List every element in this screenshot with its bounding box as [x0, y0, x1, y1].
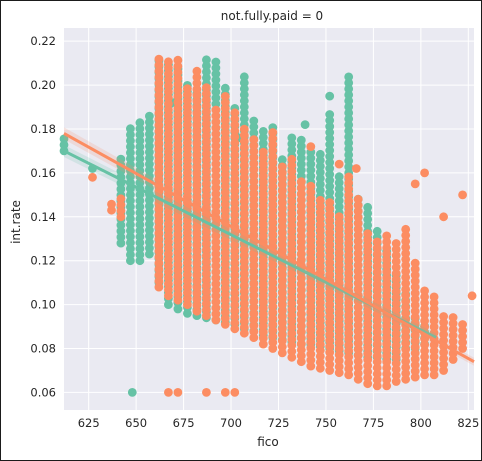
data-point — [239, 72, 249, 82]
y-axis-label: int.rate — [9, 200, 23, 244]
data-point — [277, 155, 287, 165]
x-tick-label: 725 — [268, 416, 290, 430]
y-tick-label: 0.06 — [30, 385, 56, 399]
data-point — [410, 258, 420, 268]
data-point — [230, 388, 240, 397]
data-point — [230, 108, 240, 118]
data-point — [363, 229, 373, 239]
data-point — [287, 133, 297, 143]
data-point — [202, 388, 211, 397]
data-point — [202, 55, 211, 65]
x-tick-label: 775 — [362, 416, 384, 430]
y-tick-label: 0.10 — [30, 298, 56, 312]
data-point — [439, 312, 448, 321]
x-tick-label: 700 — [220, 416, 242, 430]
data-point — [325, 110, 335, 119]
x-tick-label: 625 — [78, 416, 100, 430]
x-tick-label: 800 — [410, 416, 432, 430]
data-point — [125, 124, 135, 134]
data-point — [211, 57, 221, 67]
x-tick-labels: 625 650 675 700 725 750 775 800 825 — [78, 416, 480, 430]
data-point — [116, 194, 126, 204]
data-point — [315, 195, 325, 205]
data-point — [220, 83, 230, 93]
data-point — [458, 320, 467, 329]
data-point — [154, 54, 164, 64]
data-point — [325, 91, 335, 101]
data-point — [192, 66, 202, 76]
data-point — [306, 181, 316, 191]
data-point — [420, 168, 429, 178]
data-point — [382, 231, 392, 241]
data-point — [249, 135, 259, 145]
data-point — [439, 212, 448, 222]
data-point — [351, 164, 361, 173]
data-point — [249, 116, 259, 126]
data-point — [344, 172, 354, 182]
data-point — [458, 190, 467, 200]
data-point — [300, 120, 310, 129]
data-point — [467, 291, 477, 301]
data-point — [363, 202, 373, 212]
data-point — [296, 135, 306, 145]
data-point — [410, 179, 420, 189]
data-point — [334, 172, 344, 182]
data-point — [164, 57, 173, 67]
regression-lines — [63, 127, 475, 366]
y-tick-label: 0.08 — [30, 342, 56, 356]
data-point — [258, 147, 268, 157]
data-point — [88, 172, 97, 182]
data-point — [353, 194, 363, 204]
data-point — [164, 388, 173, 397]
data-point — [116, 154, 126, 164]
data-point — [306, 142, 316, 152]
data-point — [107, 199, 116, 209]
data-point — [173, 388, 183, 397]
data-point — [258, 126, 268, 136]
data-point — [429, 292, 439, 302]
x-tick-label: 825 — [457, 416, 479, 430]
data-point — [420, 286, 429, 296]
data-point — [239, 124, 249, 134]
data-point — [372, 237, 382, 247]
data-point — [344, 72, 354, 82]
y-tick-label: 0.20 — [30, 78, 56, 92]
data-point — [220, 388, 230, 397]
data-point — [173, 55, 183, 65]
data-point — [268, 128, 278, 137]
data-point — [325, 198, 335, 207]
data-point — [183, 84, 192, 93]
data-point — [59, 134, 69, 144]
data-point — [127, 388, 137, 397]
data-point — [448, 313, 458, 322]
data-point — [202, 83, 211, 92]
y-tick-label: 0.22 — [30, 34, 56, 48]
y-tick-label: 0.14 — [30, 210, 56, 224]
data-point — [372, 226, 382, 236]
x-axis-label: fico — [257, 435, 279, 449]
data-point — [145, 111, 154, 121]
data-point — [135, 118, 145, 128]
data-point — [391, 239, 401, 248]
data-point — [296, 177, 306, 187]
data-point — [287, 154, 297, 164]
series-orange-points — [88, 54, 477, 397]
data-point — [277, 162, 287, 172]
regression-line — [63, 132, 475, 364]
x-tick-label: 650 — [125, 416, 147, 430]
data-point — [401, 224, 411, 234]
y-tick-label: 0.18 — [30, 122, 56, 136]
x-tick-label: 675 — [173, 416, 195, 430]
y-tick-labels: 0.06 0.08 0.10 0.12 0.14 0.16 0.18 0.20 0.22 — [30, 34, 56, 399]
y-tick-label: 0.16 — [30, 166, 56, 180]
chart-title: not.fully.paid = 0 — [221, 9, 323, 23]
data-point — [211, 105, 221, 115]
data-point — [334, 212, 344, 222]
x-tick-label: 750 — [315, 416, 337, 430]
y-tick-label: 0.12 — [30, 254, 56, 268]
data-point — [334, 159, 344, 169]
data-point — [315, 149, 325, 159]
data-point — [220, 92, 230, 101]
